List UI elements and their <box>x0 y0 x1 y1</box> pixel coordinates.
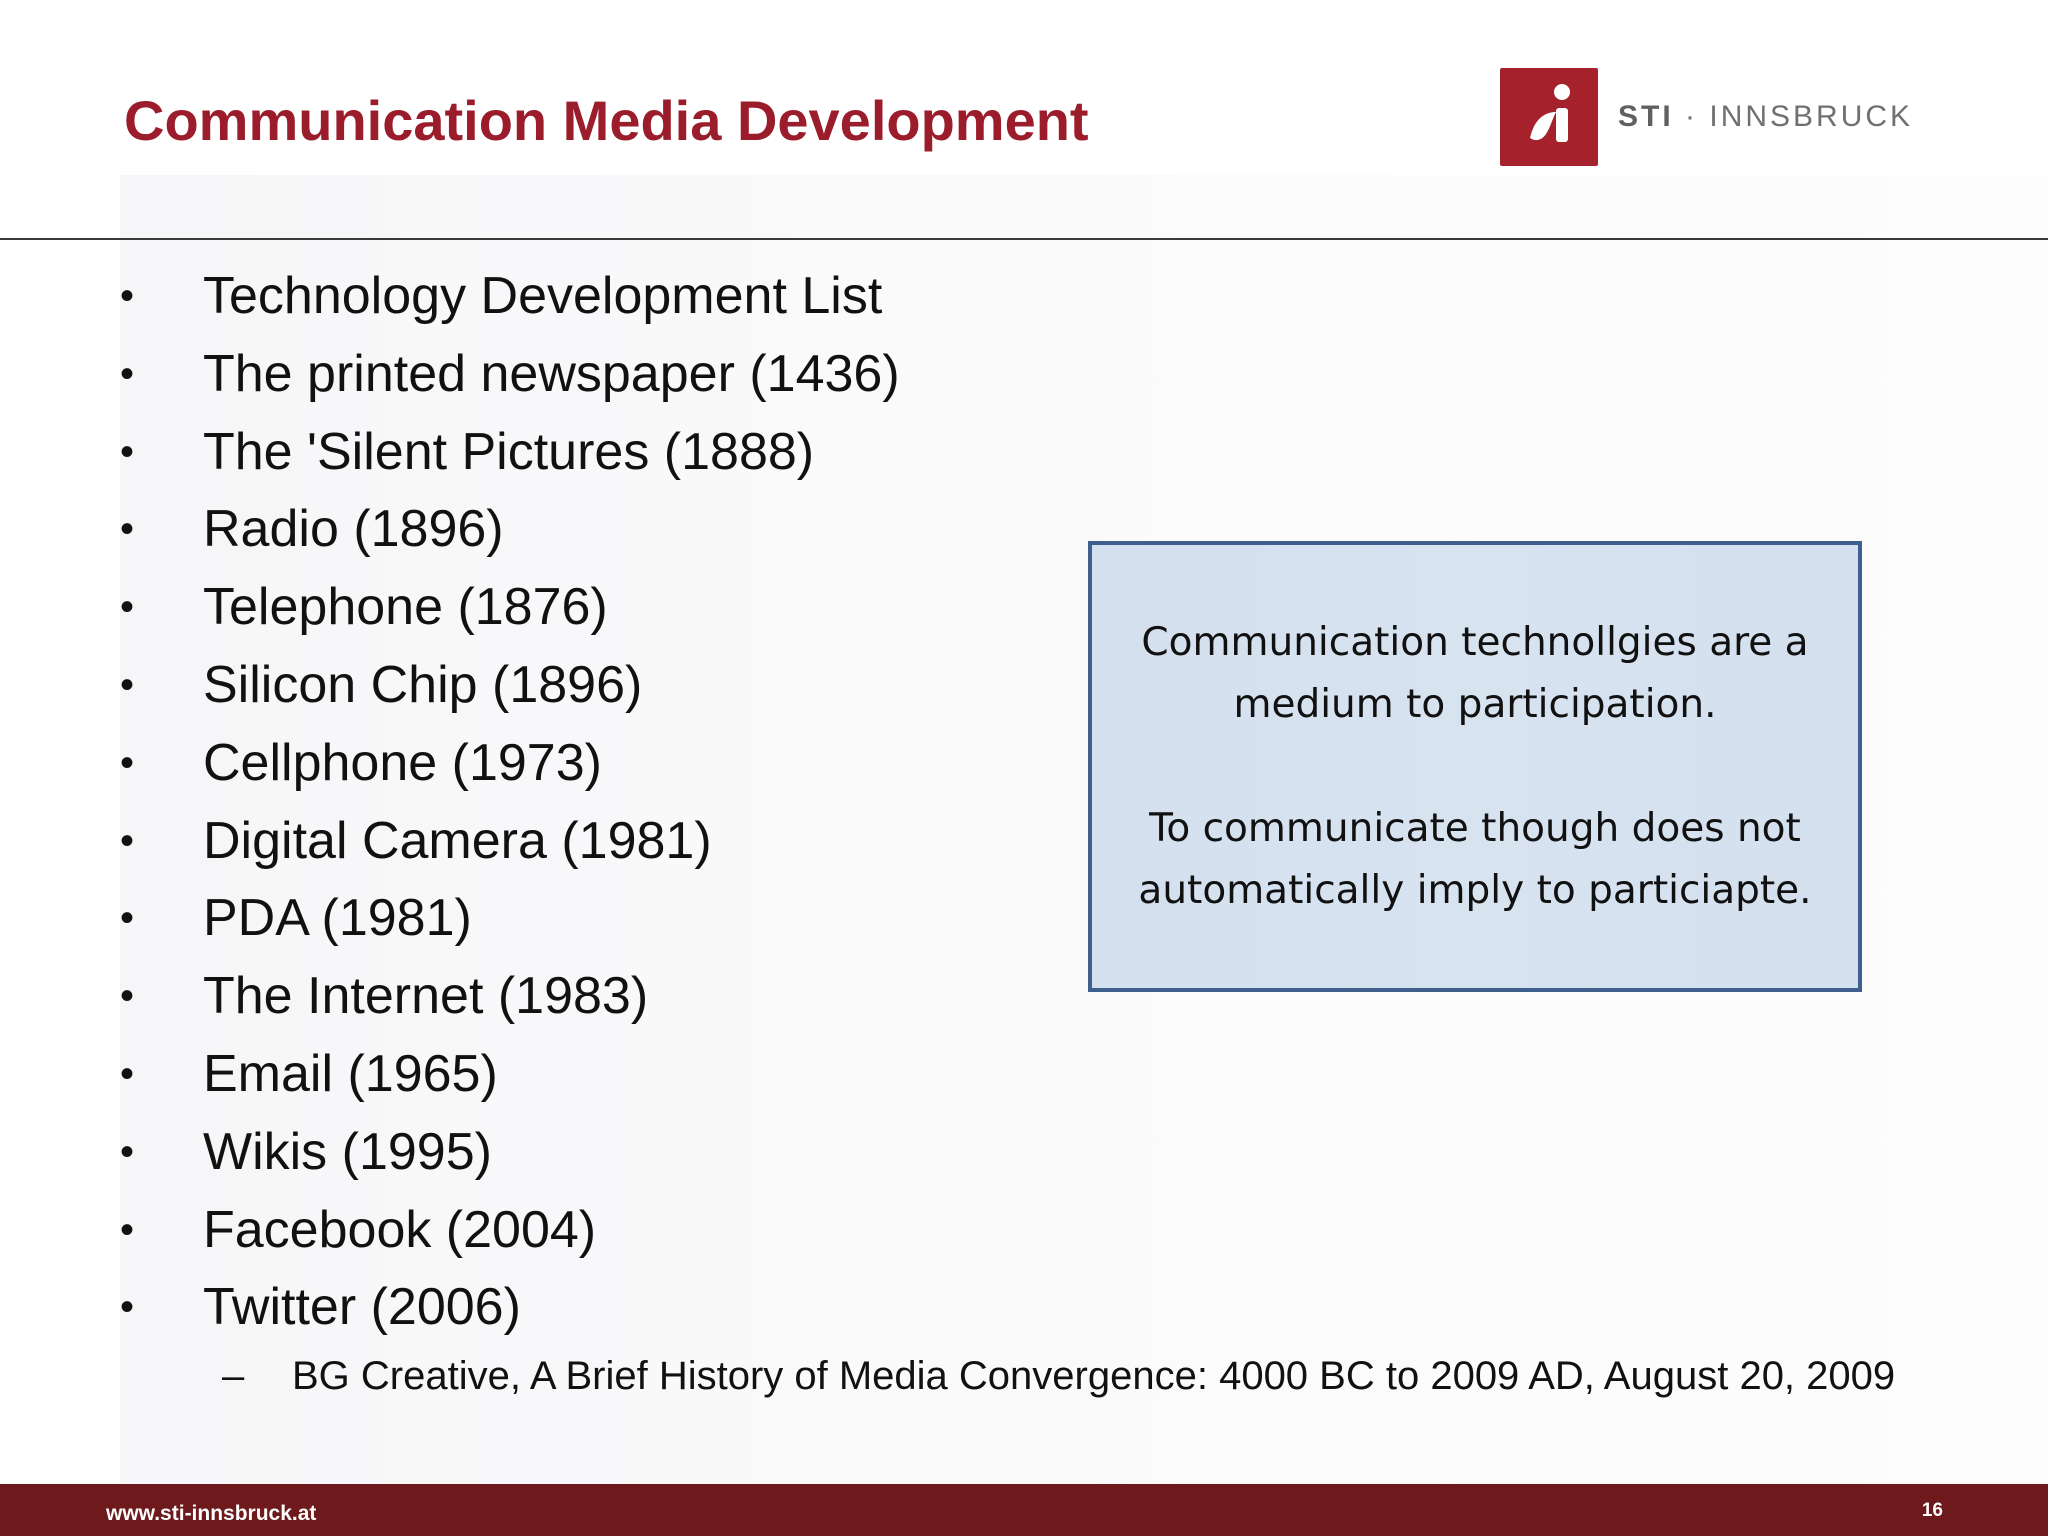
list-item-text: The printed newspaper (1436) <box>203 344 900 403</box>
bullet-marker: • <box>120 1129 135 1174</box>
bullet-marker: • <box>120 662 135 707</box>
bullet-marker: • <box>120 1207 135 1252</box>
bullet-marker: • <box>120 585 135 630</box>
list-item-text: Digital Camera (1981) <box>203 811 712 870</box>
slide-title: Communication Media Development <box>124 89 1089 152</box>
bullet-marker: • <box>120 740 135 785</box>
list-item-text: Wikis (1995) <box>203 1122 492 1181</box>
list-item-text: PDA (1981) <box>203 889 472 948</box>
sti-logo-mark <box>1500 68 1598 166</box>
footer-bar: www.sti-innsbruck.at 16 <box>0 1484 2048 1536</box>
bullet-marker: • <box>120 974 135 1019</box>
sti-logo: STI · INNSBRUCK <box>1500 68 1913 166</box>
footer-url: www.sti-innsbruck.at <box>106 1502 317 1525</box>
bullet-marker: • <box>120 818 135 863</box>
bullet-marker: • <box>120 351 135 396</box>
bullet-marker: • <box>120 896 135 941</box>
citation-text: BG Creative, A Brief History of Media Co… <box>292 1354 1896 1398</box>
sub-bullet-marker: – <box>222 1354 245 1398</box>
header-divider <box>0 238 2048 240</box>
callout-paragraph-2: To communicate though does not automatic… <box>1138 805 1812 913</box>
list-item-text: Telephone (1876) <box>203 578 608 637</box>
bullet-marker: • <box>120 274 135 318</box>
sti-logo-text: STI · INNSBRUCK <box>1618 100 1913 134</box>
bullet-marker: • <box>120 429 135 474</box>
logo-separator: · <box>1685 100 1699 133</box>
logo-brand: STI <box>1618 100 1674 133</box>
list-item-text: Email (1965) <box>203 1044 498 1103</box>
list-item-text: Cellphone (1973) <box>203 733 602 792</box>
callout-box: Communication technollgies are a medium … <box>1088 541 1862 992</box>
logo-place: INNSBRUCK <box>1709 100 1914 133</box>
list-item-text: Twitter (2006) <box>203 1278 521 1337</box>
sti-figure-icon <box>1530 84 1570 142</box>
list-item-text: Silicon Chip (1896) <box>203 655 643 714</box>
bullet-marker: • <box>120 507 135 552</box>
list-item-text: The Internet (1983) <box>203 967 649 1026</box>
list-item-text: Technology Development List <box>203 267 883 325</box>
bullet-marker: • <box>120 1051 135 1096</box>
bullet-marker: • <box>120 1285 135 1330</box>
list-item-text: The 'Silent Pictures (1888) <box>203 422 815 481</box>
list-item-text: Radio (1896) <box>203 500 504 559</box>
list-item-text: Facebook (2004) <box>203 1200 597 1259</box>
callout-paragraph-1: Communication technollgies are a medium … <box>1141 619 1809 727</box>
page-number: 16 <box>1921 1500 1943 1521</box>
